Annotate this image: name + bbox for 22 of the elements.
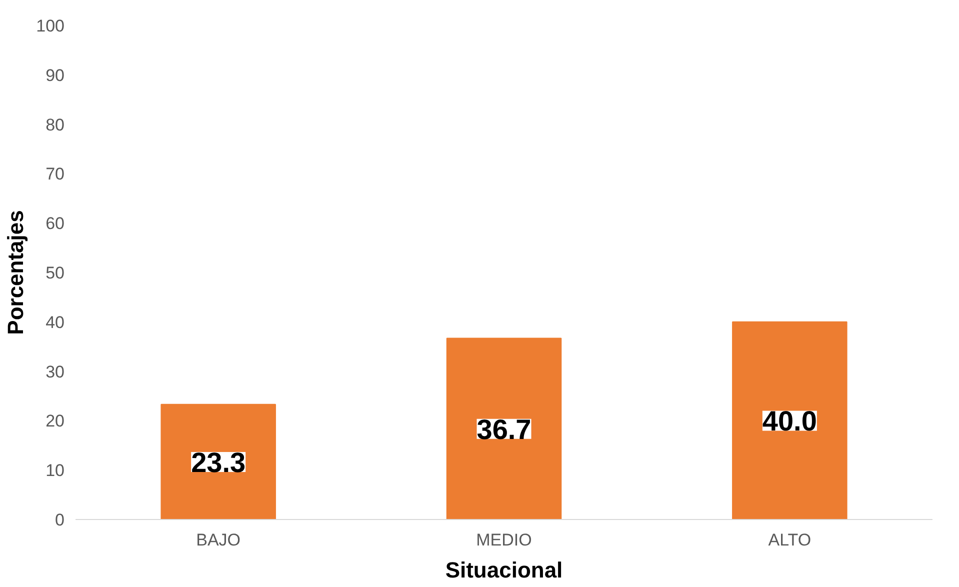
data-label: 40.0 [762,406,817,437]
y-axis-title: Porcentajes [3,210,28,335]
y-tick-label: 70 [46,164,65,184]
y-tick-label: 40 [46,312,65,332]
x-axis-title: Situacional [445,558,563,582]
y-tick-label: 20 [46,412,65,431]
y-tick-label: 0 [55,510,65,530]
y-tick-label: 30 [46,362,65,382]
data-label: 36.7 [476,414,532,445]
x-tick-label: ALTO [768,530,812,550]
y-tick-label: 10 [46,461,65,480]
y-tick-label: 50 [46,264,65,282]
y-tick-label: 80 [46,115,65,134]
bar [160,404,276,520]
y-tick-label: 60 [46,214,65,234]
bar [446,338,562,520]
y-tick-label: 90 [46,66,65,85]
bar [732,321,848,520]
data-label: 23.3 [191,446,246,478]
x-tick-label: MEDIO [476,530,532,550]
x-tick-label: BAJO [196,530,241,550]
y-tick-label: 100 [36,16,65,36]
